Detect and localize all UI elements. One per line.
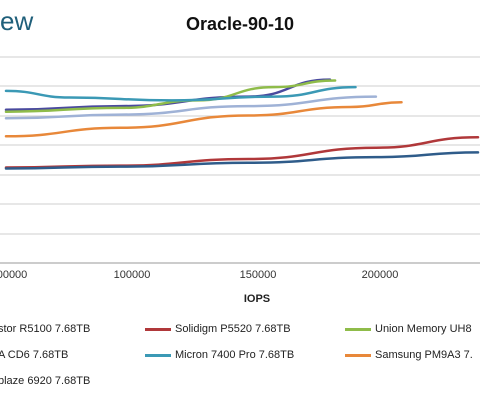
legend-label: Samsung PM9A3 7.: [375, 349, 473, 361]
series-line-7: [4, 95, 378, 120]
legend-item: Samsung PM9A3 7.: [345, 349, 473, 361]
legend-label: Union Memory UH8: [375, 323, 472, 335]
legend-swatch: [345, 353, 371, 357]
legend-label: stor R5100 7.68TB: [0, 323, 91, 335]
x-axis-label: IOPS: [244, 293, 270, 305]
x-tick-label: 00000: [0, 269, 27, 281]
legend-label: Micron 7400 Pro 7.68TB: [175, 349, 295, 361]
site-logo: ew: [0, 6, 34, 36]
legend-item: blaze 6920 7.68TB: [0, 375, 90, 387]
legend-swatch: [345, 327, 371, 331]
legend-label: blaze 6920 7.68TB: [0, 375, 91, 387]
series-line-5: [4, 85, 357, 102]
legend-swatch: [145, 353, 171, 357]
gridlines: [0, 56, 480, 264]
line-chart: 00000 100000 150000 200000 IOPS: [0, 56, 480, 305]
legend-item: Micron 7400 Pro 7.68TB: [145, 349, 294, 361]
x-tick-label: 200000: [362, 269, 399, 281]
legend-item: Union Memory UH8: [345, 323, 472, 335]
series-line-4: [4, 151, 480, 170]
legend-item: A CD6 7.68TB: [0, 349, 68, 361]
chart-legend: stor R5100 7.68TB Solidigm P5520 7.68TB Un…: [0, 323, 480, 401]
series-lines: [4, 78, 480, 170]
x-tick-labels: 00000 100000 150000 200000: [0, 269, 398, 281]
x-tick-label: 150000: [240, 269, 277, 281]
legend-item: Solidigm P5520 7.68TB: [145, 323, 291, 335]
legend-label: A CD6 7.68TB: [0, 349, 69, 361]
legend-label: Solidigm P5520 7.68TB: [175, 323, 291, 335]
chart-title: Oracle-90-10: [185, 14, 295, 34]
x-tick-label: 100000: [114, 269, 151, 281]
legend-swatch: [145, 327, 171, 331]
legend-item: stor R5100 7.68TB: [0, 323, 90, 335]
series-line-6: [4, 101, 403, 138]
